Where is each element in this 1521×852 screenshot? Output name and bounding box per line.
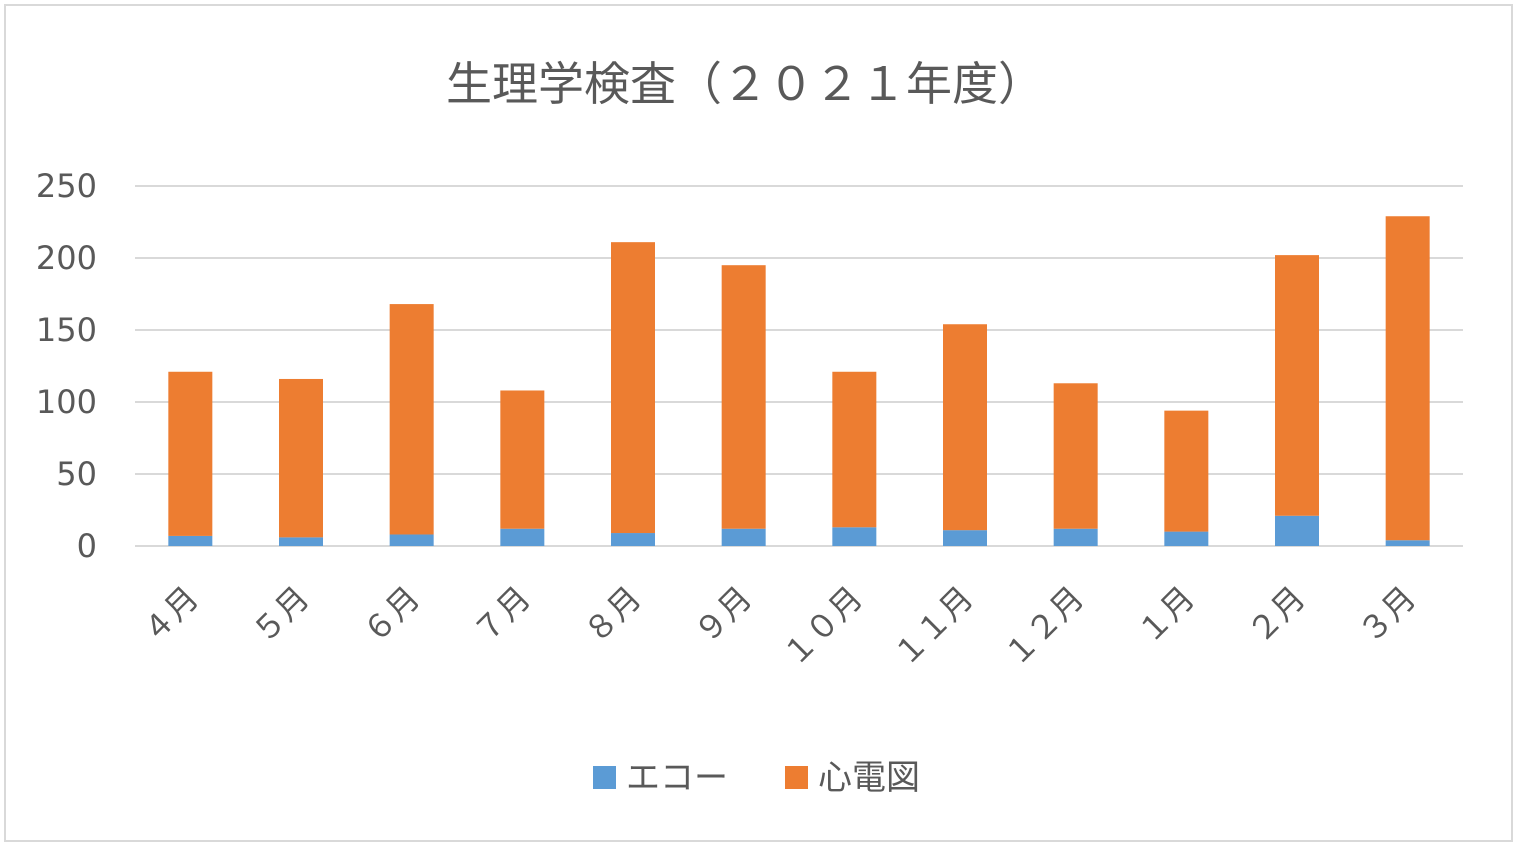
- bar-ecg-1: [168, 371, 213, 536]
- bars: [168, 216, 1430, 546]
- gridlines: [135, 185, 1463, 547]
- y-tick-label: 100: [36, 383, 97, 421]
- y-axis-ticks: 0 50 100 150 200 250: [36, 167, 97, 565]
- chart-title: 生理学検査（２０２１年度）: [446, 57, 1044, 111]
- legend-swatch-echo: [593, 766, 616, 789]
- bar-ecg-3: [389, 304, 434, 535]
- bar-echo-7: [832, 527, 877, 546]
- bar-ecg-9: [1053, 383, 1098, 529]
- y-tick-label: 200: [36, 239, 97, 277]
- bar-ecg-7: [832, 371, 877, 528]
- x-tick-label: ４月: [134, 579, 206, 651]
- bar-echo-11: [1275, 515, 1319, 546]
- x-axis-ticks: ４月 ５月 ６月 ７月 ８月 ９月 １０月 １１月 １２月 １月 ２月 ３月: [134, 579, 1423, 674]
- legend-swatch-ecg: [785, 766, 808, 789]
- x-tick-label: ８月: [577, 579, 649, 651]
- x-tick-label: ６月: [355, 579, 427, 651]
- bar-echo-6: [721, 528, 766, 546]
- bar-ecg-12: [1385, 216, 1430, 541]
- bar-ecg-8: [943, 324, 987, 531]
- bar-ecg-11: [1275, 255, 1319, 516]
- x-tick-label: ３月: [1351, 579, 1423, 651]
- y-tick-label: 250: [36, 167, 97, 205]
- legend-label-echo: エコー: [626, 758, 728, 798]
- x-tick-label: ７月: [466, 579, 538, 651]
- x-tick-label: ５月: [245, 579, 317, 651]
- x-tick-label: １１月: [886, 579, 981, 674]
- bar-echo-4: [500, 528, 545, 546]
- legend: エコー 心電図: [593, 758, 920, 798]
- x-tick-label: １２月: [997, 579, 1092, 674]
- bar-ecg-2: [279, 378, 323, 538]
- bar-echo-10: [1164, 531, 1209, 546]
- y-tick-label: 150: [36, 311, 97, 349]
- y-tick-label: 0: [77, 527, 97, 565]
- bar-ecg-4: [500, 390, 545, 529]
- bar-echo-2: [279, 537, 323, 546]
- bar-echo-8: [943, 530, 987, 546]
- bar-echo-1: [168, 535, 213, 546]
- bar-echo-12: [1385, 540, 1430, 546]
- x-tick-label: ２月: [1241, 579, 1313, 651]
- bar-ecg-10: [1164, 410, 1209, 532]
- x-tick-label: １月: [1130, 579, 1202, 651]
- bar-echo-9: [1053, 528, 1098, 546]
- x-tick-label: ９月: [687, 579, 759, 651]
- legend-label-ecg: 心電図: [818, 758, 920, 798]
- bar-ecg-5: [611, 242, 655, 534]
- bar-echo-5: [611, 533, 655, 546]
- bar-ecg-6: [721, 265, 766, 529]
- x-tick-label: １０月: [775, 579, 870, 674]
- y-tick-label: 50: [56, 455, 97, 493]
- bar-echo-3: [389, 534, 434, 546]
